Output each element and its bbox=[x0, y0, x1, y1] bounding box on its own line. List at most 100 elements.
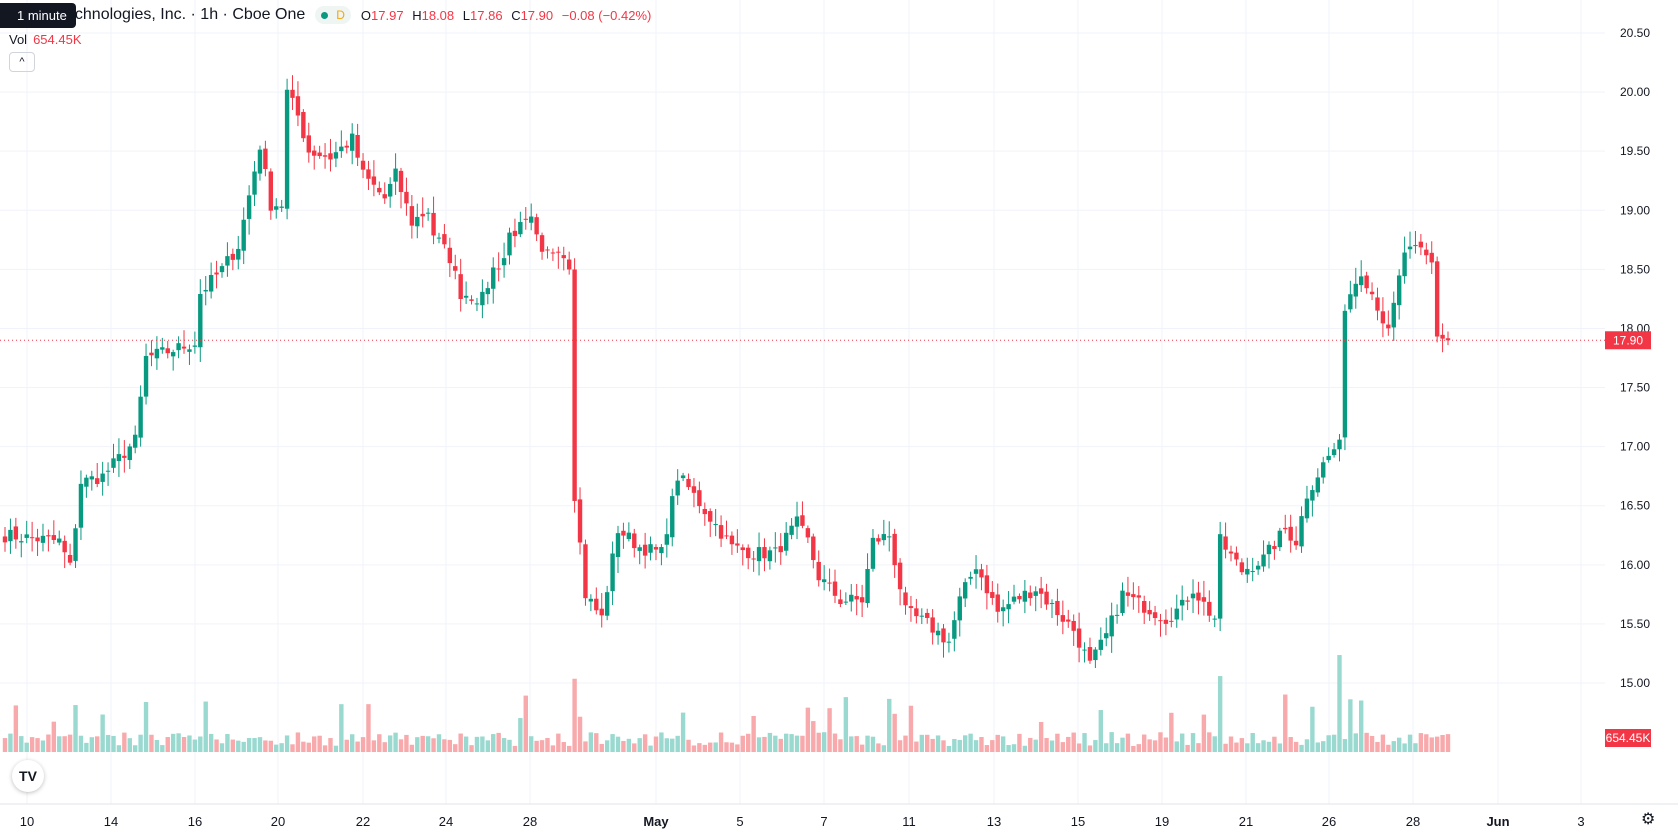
candle bbox=[1006, 591, 1011, 624]
candle bbox=[794, 501, 800, 540]
candle bbox=[1098, 627, 1104, 656]
volume-bar bbox=[740, 735, 745, 752]
time-axis[interactable]: 10 14 16 20 22 24 28 May 5 7 11 13 15 19 21 26 28 Jun 3 bbox=[0, 803, 1678, 829]
volume-bar bbox=[89, 737, 94, 752]
volume-bar bbox=[724, 742, 729, 752]
candle bbox=[968, 571, 973, 585]
candle bbox=[756, 532, 762, 576]
candle bbox=[577, 487, 583, 555]
volume-bar bbox=[914, 741, 919, 752]
candle bbox=[539, 232, 545, 260]
volume-bar bbox=[165, 737, 170, 752]
candle bbox=[572, 258, 577, 513]
volume-bar bbox=[1375, 741, 1380, 752]
candle bbox=[957, 587, 962, 637]
candle bbox=[816, 550, 821, 587]
candle bbox=[1342, 304, 1348, 451]
volume-bar bbox=[648, 745, 653, 752]
y-tick-label: 20.50 bbox=[1620, 26, 1650, 40]
volume-bar bbox=[583, 741, 588, 752]
volume-bar bbox=[176, 733, 181, 752]
volume-bar bbox=[1293, 741, 1299, 752]
candle bbox=[1190, 579, 1196, 613]
volume-bar bbox=[892, 713, 897, 752]
volume-bar bbox=[501, 738, 507, 752]
volume-bar bbox=[1315, 742, 1321, 752]
volume-bar bbox=[1331, 734, 1337, 752]
volume-bar bbox=[865, 735, 870, 752]
volume-bar bbox=[219, 743, 225, 752]
volume-bar bbox=[24, 742, 29, 752]
y-tick-label: 20.00 bbox=[1620, 85, 1650, 99]
volume-bar bbox=[1418, 733, 1424, 752]
candle bbox=[870, 528, 876, 572]
volume-bar bbox=[1434, 736, 1440, 752]
volume-bar bbox=[382, 742, 387, 752]
volume-bar bbox=[968, 733, 973, 752]
candle bbox=[751, 550, 756, 572]
candle bbox=[561, 246, 566, 271]
volume-bar bbox=[1044, 738, 1049, 752]
candle bbox=[849, 584, 854, 612]
volume-bar bbox=[615, 736, 621, 752]
candle bbox=[149, 340, 154, 367]
volume-bar bbox=[431, 738, 436, 752]
volume-bar bbox=[621, 740, 626, 752]
candle bbox=[1147, 601, 1152, 621]
volume-bar bbox=[686, 739, 691, 752]
candle bbox=[1055, 588, 1060, 626]
candle bbox=[1131, 582, 1136, 610]
candle bbox=[1109, 602, 1114, 653]
market-status[interactable]: D bbox=[315, 6, 351, 24]
candle bbox=[1022, 580, 1028, 614]
tradingview-logo-icon[interactable]: TV bbox=[12, 760, 44, 792]
volume-bar bbox=[13, 705, 19, 752]
volume-bar bbox=[393, 732, 398, 752]
volume-bar bbox=[1223, 743, 1228, 752]
volume-bar bbox=[919, 734, 924, 752]
gear-icon[interactable]: ⚙ bbox=[1641, 811, 1656, 828]
candle bbox=[745, 544, 751, 570]
volume-bar bbox=[1440, 734, 1445, 752]
candle bbox=[529, 203, 534, 231]
volume-bar bbox=[301, 741, 306, 752]
candle bbox=[843, 592, 849, 606]
volume-bar bbox=[778, 738, 783, 752]
symbol-title[interactable]: echnologies, Inc. · 1h · Cboe One bbox=[66, 6, 306, 23]
volume-bar bbox=[691, 745, 697, 752]
candle bbox=[1038, 576, 1044, 609]
candle bbox=[111, 443, 116, 473]
candle bbox=[626, 522, 632, 542]
x-tick-label: 11 bbox=[902, 814, 916, 829]
candle bbox=[1375, 287, 1380, 321]
candle bbox=[827, 568, 832, 592]
candle bbox=[100, 461, 105, 496]
high-label: H bbox=[412, 7, 422, 23]
volume-bar bbox=[100, 714, 105, 752]
candle bbox=[78, 470, 84, 540]
candle bbox=[1364, 271, 1369, 294]
x-tick-label: 28 bbox=[1406, 814, 1420, 829]
candle bbox=[425, 208, 431, 221]
collapse-legend-button[interactable]: ^ bbox=[9, 52, 35, 72]
candle bbox=[914, 598, 919, 624]
price-axis[interactable]: 20.5020.0019.5019.0018.5018.0017.5017.00… bbox=[1605, 26, 1651, 747]
candle bbox=[740, 544, 745, 566]
candle bbox=[1255, 560, 1261, 575]
candle bbox=[480, 279, 485, 319]
x-tick-label: 13 bbox=[987, 814, 1001, 829]
candle bbox=[686, 473, 691, 490]
volume-bar bbox=[729, 742, 735, 752]
candle bbox=[1418, 234, 1424, 256]
candle bbox=[566, 251, 572, 275]
candle bbox=[328, 138, 333, 172]
candle bbox=[973, 555, 979, 589]
candle bbox=[821, 565, 827, 591]
volume-bar bbox=[257, 737, 263, 752]
candle bbox=[702, 502, 708, 526]
candle bbox=[382, 182, 387, 204]
volume-bar bbox=[545, 737, 550, 752]
volume-bar bbox=[832, 733, 838, 752]
candle bbox=[1120, 582, 1125, 616]
